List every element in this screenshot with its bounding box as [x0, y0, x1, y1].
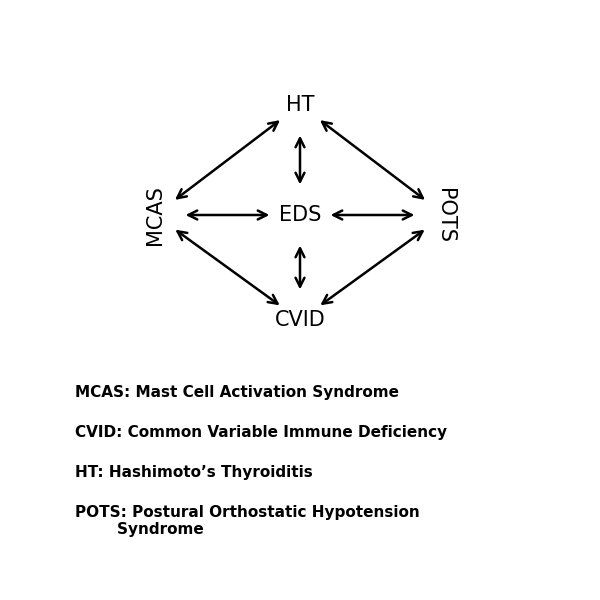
Text: CVID: Common Variable Immune Deficiency: CVID: Common Variable Immune Deficiency — [75, 425, 447, 440]
Text: CVID: CVID — [275, 310, 325, 330]
Text: POTS: POTS — [435, 187, 455, 242]
Text: POTS: Postural Orthostatic Hypotension
        Syndrome: POTS: Postural Orthostatic Hypotension S… — [75, 505, 420, 538]
Text: MCAS: Mast Cell Activation Syndrome: MCAS: Mast Cell Activation Syndrome — [75, 385, 399, 400]
Text: HT: Hashimoto’s Thyroiditis: HT: Hashimoto’s Thyroiditis — [75, 465, 313, 480]
Text: HT: HT — [286, 95, 314, 115]
Text: EDS: EDS — [279, 205, 321, 225]
Text: MCAS: MCAS — [145, 185, 165, 245]
